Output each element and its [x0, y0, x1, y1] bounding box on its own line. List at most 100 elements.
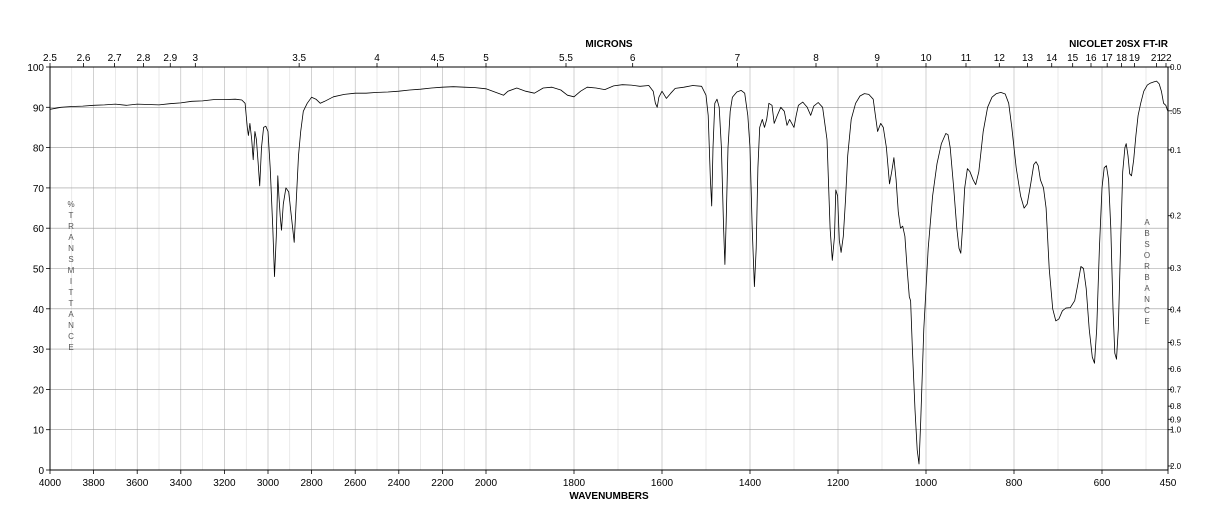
micron-tick-label: 17: [1102, 53, 1114, 64]
axis-label-char: O: [1144, 251, 1150, 260]
micron-tick-label: 7: [735, 53, 741, 64]
y-tick-label: 60: [33, 224, 45, 235]
axis-label-char: R: [68, 222, 74, 231]
axes: 4000 3800 3600 3400 3200 3000 2800 2600 2400 2200…: [27, 53, 1181, 489]
y-tick-label: 90: [33, 103, 45, 114]
micron-tick-label: 15: [1067, 53, 1079, 64]
y-tick-label: 50: [33, 265, 45, 276]
micron-tick-label: 5.5: [559, 53, 573, 64]
x-tick-label: 1800: [563, 478, 586, 489]
axis-label-char: B: [1144, 273, 1149, 282]
micron-tick-label: 6: [630, 53, 636, 64]
axis-label-char: N: [68, 244, 74, 253]
micron-tick-label: 13: [1022, 53, 1034, 64]
absorbance-tick-label: 0.2: [1170, 212, 1182, 221]
x-tick-label: 4000: [39, 478, 62, 489]
x-tick-label: 2600: [344, 478, 367, 489]
micron-tick-label: 8: [813, 53, 819, 64]
x-tick-label: 2400: [388, 478, 411, 489]
axis-label-char: T: [69, 299, 74, 308]
x-tick-label: 600: [1094, 478, 1111, 489]
micron-tick-label: 22: [1160, 53, 1172, 64]
x-tick-label: 2800: [300, 478, 323, 489]
top-axis-label: MICRONS: [585, 39, 633, 50]
x-tick-label: 1600: [651, 478, 674, 489]
axis-label-char: E: [68, 343, 73, 352]
y-tick-label: 30: [33, 345, 45, 356]
x-tick-label: 2000: [475, 478, 498, 489]
micron-tick-label: 3: [193, 53, 199, 64]
x-tick-label: 1000: [915, 478, 938, 489]
axis-label-char: E: [1144, 317, 1149, 326]
axis-label-char: C: [68, 332, 74, 341]
y-tick-label: 20: [33, 385, 45, 396]
axis-label-char: %: [67, 200, 74, 209]
x-tick-label: 3000: [257, 478, 280, 489]
axis-label-char: T: [69, 288, 74, 297]
axis-label-char: N: [68, 321, 74, 330]
micron-tick-label: 5: [483, 53, 489, 64]
absorbance-tick-label: 0.0: [1170, 63, 1182, 72]
axis-label-char: S: [1144, 240, 1149, 249]
x-tick-label: 2200: [431, 478, 454, 489]
absorbance-tick-label: 0.6: [1170, 365, 1182, 374]
y-tick-label: 70: [33, 184, 45, 195]
micron-tick-label: 9: [874, 53, 880, 64]
micron-tick-label: 16: [1085, 53, 1097, 64]
micron-tick-label: 12: [994, 53, 1006, 64]
y-tick-label: 40: [33, 305, 45, 316]
micron-tick-label: 2.8: [136, 53, 150, 64]
micron-tick-label: 2.9: [163, 53, 177, 64]
absorbance-tick-label: .05: [1170, 107, 1182, 116]
axis-label-char: B: [1144, 229, 1149, 238]
absorbance-tick-label: 0.9: [1170, 415, 1182, 424]
spectrum-line: [49, 80, 1169, 465]
x-tick-label: 450: [1160, 478, 1177, 489]
axis-label-char: A: [68, 233, 74, 242]
x-tick-label: 1400: [739, 478, 762, 489]
axis-label-char: A: [1144, 284, 1150, 293]
micron-tick-label: 2.5: [43, 53, 57, 64]
axis-label-char: A: [68, 310, 74, 319]
micron-tick-label: 4.5: [431, 53, 445, 64]
y-tick-label: 100: [27, 63, 44, 74]
axis-label-char: N: [1144, 295, 1150, 304]
axis-label-char: A: [1144, 218, 1150, 227]
absorbance-tick-label: 0.8: [1170, 402, 1182, 411]
micron-tick-label: 14: [1046, 53, 1058, 64]
axis-label-char: R: [1144, 262, 1150, 271]
x-tick-label: 3400: [170, 478, 193, 489]
x-tick-label: 3200: [213, 478, 236, 489]
grid-lines: [49, 66, 1169, 471]
x-axis-label: WAVENUMBERS: [569, 491, 649, 502]
axis-label-char: C: [1144, 306, 1150, 315]
x-tick-label: 3800: [82, 478, 105, 489]
absorbance-tick-label: 0.5: [1170, 339, 1182, 348]
micron-tick-label: 11: [961, 53, 972, 64]
chart-title: NICOLET 20SX FT-IR: [1069, 39, 1169, 50]
micron-tick-label: 3.5: [292, 53, 306, 64]
absorbance-tick-label: 0.1: [1170, 146, 1182, 155]
y-tick-label: 0: [38, 466, 44, 477]
x-tick-label: 3600: [126, 478, 149, 489]
absorbance-tick-label: 0.4: [1170, 306, 1182, 315]
y-tick-label: 80: [33, 144, 45, 155]
x-tick-label: 1200: [827, 478, 850, 489]
micron-tick-label: 4: [374, 53, 380, 64]
micron-tick-label: 18: [1116, 53, 1128, 64]
absorbance-tick-label: 1.0: [1170, 426, 1182, 435]
absorbance-tick-label: 2.0: [1170, 462, 1182, 471]
micron-tick-label: 21: [1151, 53, 1163, 64]
axis-label-char: M: [68, 266, 75, 275]
axis-label-char: S: [68, 255, 73, 264]
micron-tick-label: 2.7: [108, 53, 122, 64]
micron-tick-label: 19: [1129, 53, 1141, 64]
micron-tick-label: 10: [920, 53, 932, 64]
axis-label-char: I: [70, 277, 72, 286]
absorbance-tick-label: 0.7: [1170, 386, 1182, 395]
y-tick-label: 10: [33, 426, 45, 437]
micron-tick-label: 2.6: [77, 53, 91, 64]
